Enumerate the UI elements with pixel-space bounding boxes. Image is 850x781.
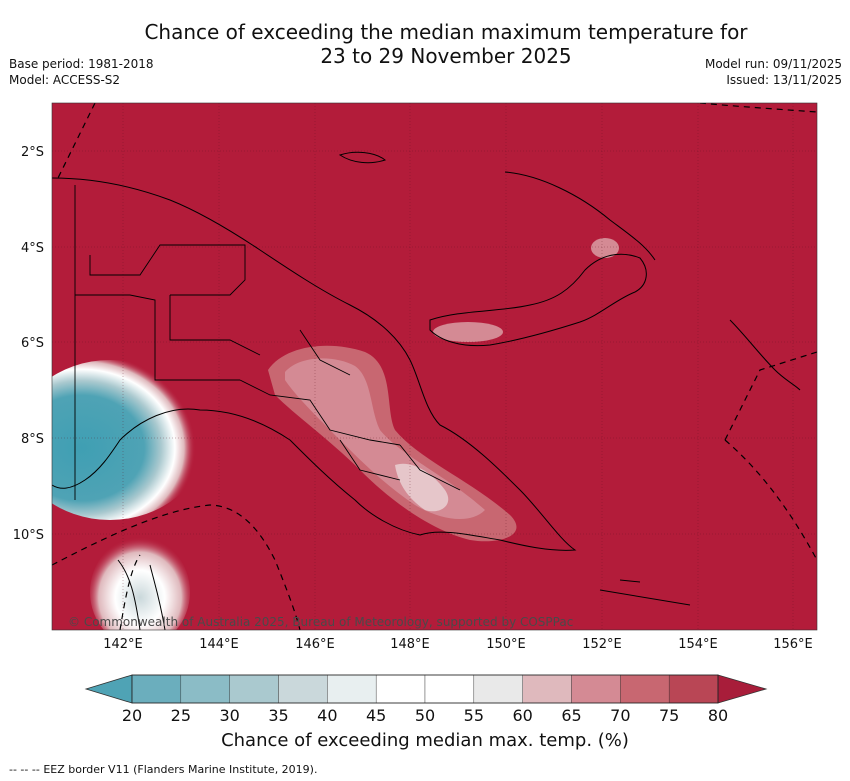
colorbar-bin bbox=[131, 674, 182, 704]
bougainville-coast bbox=[729, 319, 801, 391]
cape-york-coast bbox=[117, 559, 166, 630]
map-background bbox=[52, 103, 817, 630]
lon-label: 156°E bbox=[773, 637, 813, 652]
eez-footnote: -- -- -- EEZ border V11 (Flanders Marine… bbox=[9, 763, 317, 776]
colorbar-tick-label: 20 bbox=[122, 706, 142, 725]
cool-anomaly-region bbox=[52, 360, 205, 520]
colorbar-bin bbox=[375, 674, 426, 704]
colorbar-tick-label: 40 bbox=[317, 706, 337, 725]
gridlines bbox=[52, 103, 817, 630]
pink-new-britain bbox=[433, 322, 503, 342]
issued-date: Issued: 13/11/2025 bbox=[726, 73, 842, 87]
colorbar: 20 25 30 35 40 45 50 55 60 65 70 75 80 bbox=[84, 674, 768, 725]
south-pale-region bbox=[90, 537, 190, 630]
lat-labels: 2°S 4°S 6°S 8°S 10°S bbox=[13, 145, 44, 543]
map-title: Chance of exceeding the median maximum t… bbox=[0, 20, 850, 68]
copyright-note: © Commonwealth of Australia 2025, Bureau… bbox=[68, 615, 573, 629]
map-shading bbox=[52, 238, 619, 630]
colorbar-tick-label: 65 bbox=[561, 706, 581, 725]
lon-label: 144°E bbox=[199, 637, 239, 652]
model-name: Model: ACCESS-S2 bbox=[9, 73, 121, 87]
colorbar-bin bbox=[424, 674, 475, 704]
colorbar-outline bbox=[131, 674, 719, 704]
colorbar-tick-label: 35 bbox=[268, 706, 288, 725]
lon-label: 154°E bbox=[678, 637, 718, 652]
lat-label: 4°S bbox=[21, 241, 44, 256]
colorbar-bin bbox=[229, 674, 279, 704]
base-period: Base period: 1981-2018 bbox=[9, 57, 154, 71]
pink-new-britain-west bbox=[591, 238, 619, 258]
colorbar-bin bbox=[668, 674, 719, 704]
new-guinea-coast bbox=[52, 177, 577, 551]
colorbar-tick-label: 75 bbox=[659, 706, 679, 725]
lon-label: 150°E bbox=[486, 637, 526, 652]
lat-label: 6°S bbox=[21, 336, 44, 351]
lat-label: 2°S bbox=[21, 145, 44, 160]
eez-borders bbox=[52, 103, 817, 630]
header-left: Base period: 1981-2018 Model: ACCESS-S2 bbox=[9, 56, 154, 88]
colorbar-extend-low bbox=[84, 674, 133, 704]
eez-dash-symbol: -- -- -- bbox=[9, 763, 40, 776]
title-line-2: 23 to 29 November 2025 bbox=[320, 44, 572, 68]
colorbar-bin bbox=[473, 674, 523, 704]
colorbar-bin bbox=[278, 674, 328, 704]
model-run: Model run: 09/11/2025 bbox=[704, 57, 842, 71]
lon-labels: 142°E 144°E 146°E 148°E 150°E 152°E 154°… bbox=[103, 637, 813, 652]
coastlines bbox=[52, 151, 801, 630]
title-line-1: Chance of exceeding the median maximum t… bbox=[144, 20, 748, 44]
colorbar-tick-label: 80 bbox=[708, 706, 728, 725]
colorbar-tick-label: 60 bbox=[512, 706, 532, 725]
louisiade-islands bbox=[599, 579, 691, 606]
new-ireland-coast bbox=[504, 171, 656, 261]
colorbar-caption: Chance of exceeding median max. temp. (%… bbox=[221, 730, 629, 751]
colorbar-tick-label: 45 bbox=[366, 706, 386, 725]
lat-label: 8°S bbox=[21, 432, 44, 447]
colorbar-bin bbox=[620, 674, 670, 704]
colorbar-tick-label: 25 bbox=[171, 706, 191, 725]
colorbar-tick-label: 55 bbox=[464, 706, 484, 725]
new-britain-coast bbox=[429, 253, 647, 347]
lat-label: 10°S bbox=[13, 528, 44, 543]
manus-island bbox=[338, 151, 387, 164]
header-right: Model run: 09/11/2025 Issued: 13/11/2025 bbox=[705, 56, 842, 88]
eez-footnote-text: EEZ border V11 (Flanders Marine Institut… bbox=[43, 763, 318, 776]
colorbar-bin bbox=[180, 674, 230, 704]
map-frame bbox=[51, 102, 818, 631]
colorbar-bin bbox=[571, 674, 621, 704]
lon-label: 148°E bbox=[390, 637, 430, 652]
colorbar-tick-label: 50 bbox=[415, 706, 435, 725]
province-borders bbox=[74, 185, 461, 500]
lon-label: 152°E bbox=[582, 637, 622, 652]
pink-highlands-inner bbox=[395, 463, 449, 512]
lon-label: 146°E bbox=[295, 637, 335, 652]
colorbar-bin bbox=[522, 674, 572, 704]
lon-label: 142°E bbox=[103, 637, 143, 652]
colorbar-tick-label: 70 bbox=[610, 706, 630, 725]
colorbar-bin bbox=[327, 674, 377, 704]
colorbar-tick-label: 30 bbox=[219, 706, 239, 725]
colorbar-extend-high bbox=[717, 674, 768, 704]
